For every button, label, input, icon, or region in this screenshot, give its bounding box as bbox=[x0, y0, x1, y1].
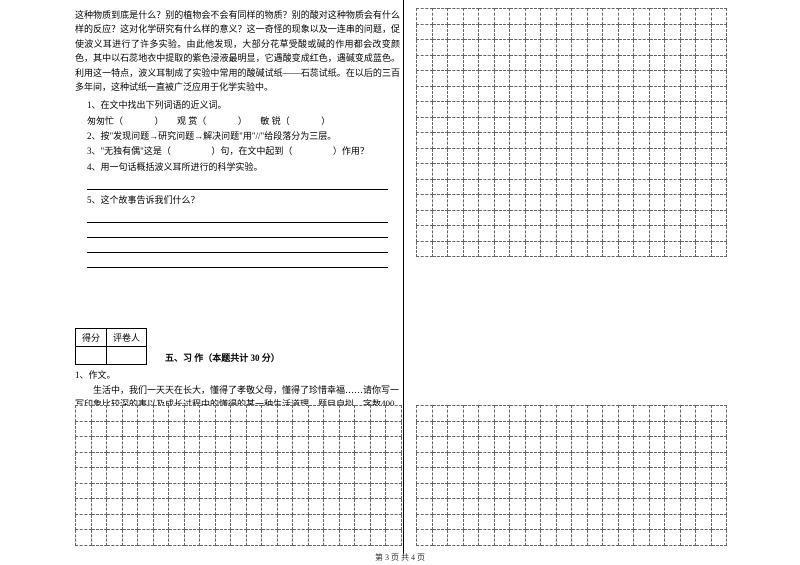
page-divider bbox=[403, 0, 404, 554]
q1-blank-b: ） 观 赏（ bbox=[155, 116, 207, 126]
question-2: 2、按"发现问题→研究问题→解决问题"用"//"给段落分为三层。 bbox=[87, 129, 400, 144]
q1-blank-d: ） bbox=[321, 116, 330, 126]
q1-fill-c[interactable] bbox=[292, 116, 319, 126]
q3-fill-a[interactable] bbox=[173, 146, 209, 156]
score-label: 得分 bbox=[76, 329, 107, 347]
page-footer: 第 3 页 共 4 页 bbox=[0, 552, 800, 563]
question-5: 5、这个故事告诉我们什么？ bbox=[87, 193, 400, 208]
answer-line-5a[interactable] bbox=[87, 211, 388, 223]
q3-b: ）句，在文中起到（ bbox=[211, 146, 292, 156]
left-column: 这种物质到底是什么？别的植物会不会有同样的物质？别的酸对这种物质会有什么样的反应… bbox=[75, 8, 400, 469]
answer-line-5d[interactable] bbox=[87, 256, 388, 268]
q3-a: 3、"无独有偶"这是（ bbox=[87, 146, 171, 156]
essay-number: 1、作文。 bbox=[75, 368, 400, 382]
section-5-title: 五、习 作（本题共计 30 分） bbox=[165, 351, 400, 364]
question-4: 4、用一句话概括波义耳所进行的科学实验。 bbox=[87, 160, 400, 175]
page: 这种物质到底是什么？别的植物会不会有同样的物质？别的酸对这种物质会有什么样的反应… bbox=[0, 0, 800, 565]
writing-grid-bottom-left[interactable] bbox=[75, 405, 402, 546]
question-1-sub: 匆匆忙（ ） 观 赏（ ） 敏 锐（ ） bbox=[87, 114, 400, 129]
question-3: 3、"无独有偶"这是（ ）句，在文中起到（ ）作用？ bbox=[87, 144, 400, 159]
grader-cell[interactable] bbox=[107, 347, 147, 365]
reading-passage: 这种物质到底是什么？别的植物会不会有同样的物质？别的酸对这种物质会有什么样的反应… bbox=[75, 8, 400, 94]
q1-fill-b[interactable] bbox=[209, 116, 236, 126]
writing-grid-bottom-right[interactable] bbox=[416, 405, 727, 546]
question-1: 1、在文中找出下列词语的近义词。 bbox=[87, 98, 400, 113]
grader-label: 评卷人 bbox=[107, 329, 147, 347]
questions-block: 1、在文中找出下列词语的近义词。 匆匆忙（ ） 观 赏（ ） 敏 锐（ ） 2、… bbox=[75, 98, 400, 268]
q1-fill-a[interactable] bbox=[125, 116, 152, 126]
q1-blank-c: ） 敏 锐（ bbox=[238, 116, 290, 126]
writing-grid-top-right[interactable] bbox=[416, 8, 727, 257]
q3-c: ）作用？ bbox=[333, 146, 369, 156]
q1-blank-a: 匆匆忙（ bbox=[87, 116, 123, 126]
score-cell[interactable] bbox=[76, 347, 107, 365]
answer-line-5b[interactable] bbox=[87, 226, 388, 238]
answer-line-5c[interactable] bbox=[87, 241, 388, 253]
answer-line-4[interactable] bbox=[87, 178, 388, 190]
score-table: 得分 评卷人 bbox=[75, 328, 147, 365]
q3-fill-b[interactable] bbox=[295, 146, 331, 156]
